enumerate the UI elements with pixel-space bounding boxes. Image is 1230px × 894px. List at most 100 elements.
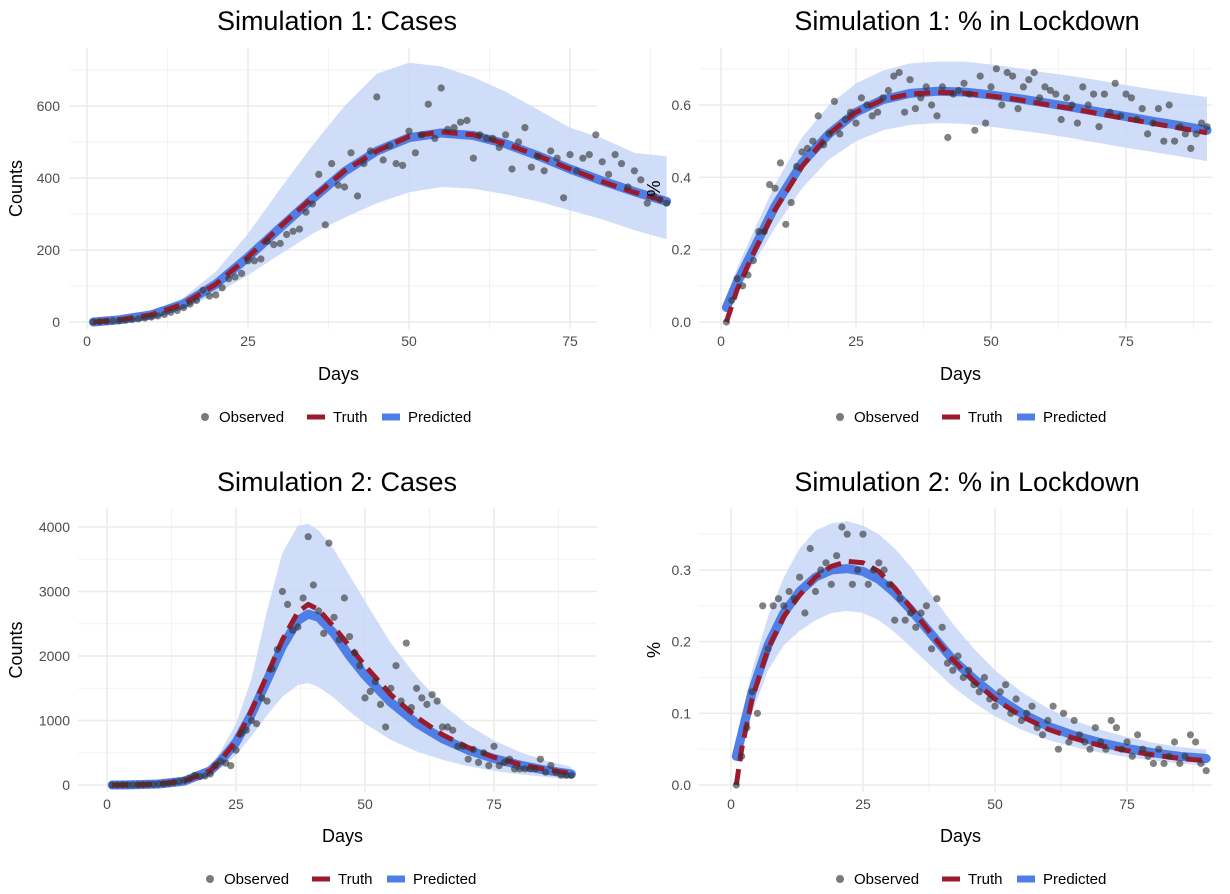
observed-point [560,194,568,202]
legend-observed-label: Observed [224,871,289,888]
observed-point [490,742,498,750]
legend-observed-label: Observed [219,409,284,426]
observed-point [906,609,915,617]
observed-point [552,768,560,776]
observed-point [868,112,876,120]
observed-point [154,312,162,320]
observed-point [917,94,925,102]
observed-point [885,580,894,588]
observed-point [798,148,806,156]
observed-point [534,152,542,160]
observed-point [1012,695,1020,703]
observed-point [1122,90,1130,98]
observed-point [283,230,291,239]
observed-point [1052,90,1060,98]
x-tick-label: 0 [103,796,111,812]
observed-point [1160,759,1168,768]
observed-point [852,119,860,127]
observed-point [749,256,758,265]
observed-point [1171,137,1179,145]
observed-point [820,141,828,149]
chart-title: Simulation 2: Cases [217,467,457,497]
observed-point [1155,745,1163,753]
observed-point [733,275,741,283]
observed-point [811,587,820,596]
observed-point [1068,101,1076,109]
observed-point [801,609,809,617]
observed-point [1102,745,1110,753]
observed-point [444,125,452,133]
observed-point [392,160,400,168]
observed-point [118,781,127,789]
observed-point [341,183,349,191]
observed-point [231,273,239,281]
observed-point [1073,119,1081,127]
observed-point [1149,759,1157,768]
chart-title: Simulation 2: % in Lockdown [794,467,1139,497]
observed-point [755,228,763,236]
observed-point [1133,115,1141,124]
observed-point [901,616,909,624]
observed-point [1139,745,1147,753]
observed-point [405,127,413,135]
observed-point [557,771,565,779]
observed-point [833,552,841,560]
observed-point [495,143,503,151]
x-tick-label: 25 [855,796,871,812]
observed-point [863,101,871,109]
observed-point [579,154,587,162]
observed-point [356,662,364,670]
x-tick-label: 50 [357,796,373,812]
observed-point [836,130,844,138]
observed-point [774,595,783,603]
observed-point [424,100,432,108]
observed-point [743,724,751,732]
observed-points [89,84,671,326]
observed-point [870,566,878,574]
observed-point [521,765,529,773]
observed-point [624,183,632,191]
observed-point [526,765,534,773]
observed-point [1060,709,1068,717]
observed-point [1070,716,1078,725]
observed-point [854,566,862,574]
observed-point [1003,68,1011,77]
observed-point [1181,752,1189,760]
observed-point [769,602,777,610]
observed-point [1007,709,1015,717]
observed-point [572,167,581,175]
observed-point [392,662,400,670]
observed-point [605,170,613,178]
observed-point [464,755,472,763]
observed-point [843,530,851,538]
observed-point [289,227,297,235]
y-tick-label: 0.4 [672,169,692,185]
observed-point [1118,745,1126,753]
observed-point [1149,119,1157,127]
observed-point [1090,90,1098,98]
observed-points [108,533,576,789]
y-tick-label: 400 [37,170,61,186]
observed-point [1091,724,1099,732]
observed-point [113,781,121,789]
observed-point [732,781,740,789]
y-tick-label: 0.2 [672,634,692,650]
observed-point [796,573,804,581]
observed-point [500,758,508,767]
observed-point [147,313,155,321]
observed-point [1134,731,1142,739]
observed-point [547,762,555,770]
observed-point [542,768,550,776]
observed-point [1081,738,1089,746]
observed-point [857,94,866,102]
y-axis-label: Counts [6,160,26,217]
observed-point [1017,716,1025,725]
observed-point [884,86,893,95]
observed-point [598,158,606,166]
observed-point [167,308,175,316]
observed-point [402,639,410,647]
observed-point [841,115,849,124]
observed-point [294,623,302,631]
observed-point [891,616,899,624]
credible-band [726,61,1207,315]
